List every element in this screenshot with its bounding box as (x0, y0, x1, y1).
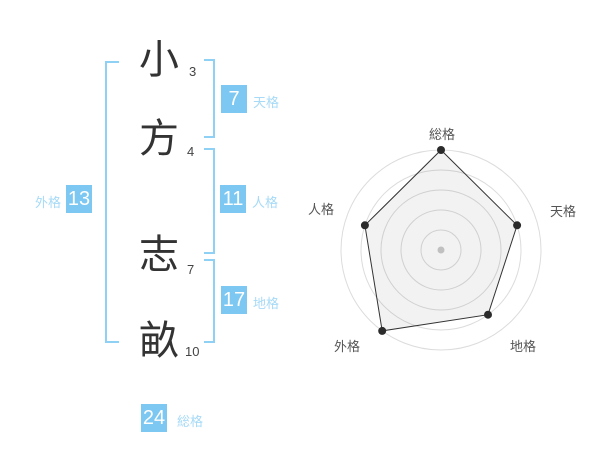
gaikaku-badge: 13 (66, 185, 92, 213)
radar-data-point (437, 146, 445, 154)
radar-grid-ring (420, 229, 462, 271)
gaikaku-bracket (105, 61, 119, 343)
radar-data-polygon (364, 149, 518, 332)
stroke-count-2: 4 (187, 144, 195, 159)
radar-data-point (378, 326, 387, 335)
gaikaku-label: 外格 (35, 195, 62, 210)
radar-center-dot (437, 246, 445, 254)
chikaku-bracket (204, 259, 215, 343)
name-character-2: 方 (139, 117, 179, 161)
radar-axis-label: 人格 (308, 202, 334, 217)
radar-grid-ring (380, 189, 502, 311)
soukaku-badge: 24 (141, 404, 167, 432)
radar-axis-label: 総格 (429, 127, 455, 142)
chikaku-badge: 17 (221, 286, 247, 314)
radar-axis-label: 天格 (550, 204, 576, 219)
name-character-3: 志 (139, 233, 179, 277)
radar-axis-label: 外格 (334, 339, 360, 354)
tenkaku-label: 天格 (253, 95, 280, 110)
name-character-4: 畝 (139, 319, 179, 363)
radar-data-point (513, 221, 522, 230)
radar-data-point (484, 310, 492, 319)
radar-data-point (360, 221, 369, 230)
tenkaku-bracket (204, 59, 215, 138)
tenkaku-badge: 7 (221, 85, 247, 113)
radar-grid-ring (400, 209, 482, 291)
chikaku-label: 地格 (253, 296, 280, 311)
jinkaku-badge: 11 (220, 185, 246, 213)
stroke-count-3: 7 (187, 262, 195, 277)
stroke-count-1: 3 (189, 64, 197, 79)
soukaku-label: 総格 (177, 414, 204, 429)
jinkaku-bracket (204, 148, 215, 254)
jinkaku-label: 人格 (252, 195, 279, 210)
stroke-count-4: 10 (185, 344, 200, 359)
radar-axis-label: 地格 (510, 339, 536, 354)
name-character-1: 小 (139, 38, 179, 82)
radar-grid-ring (360, 169, 522, 331)
